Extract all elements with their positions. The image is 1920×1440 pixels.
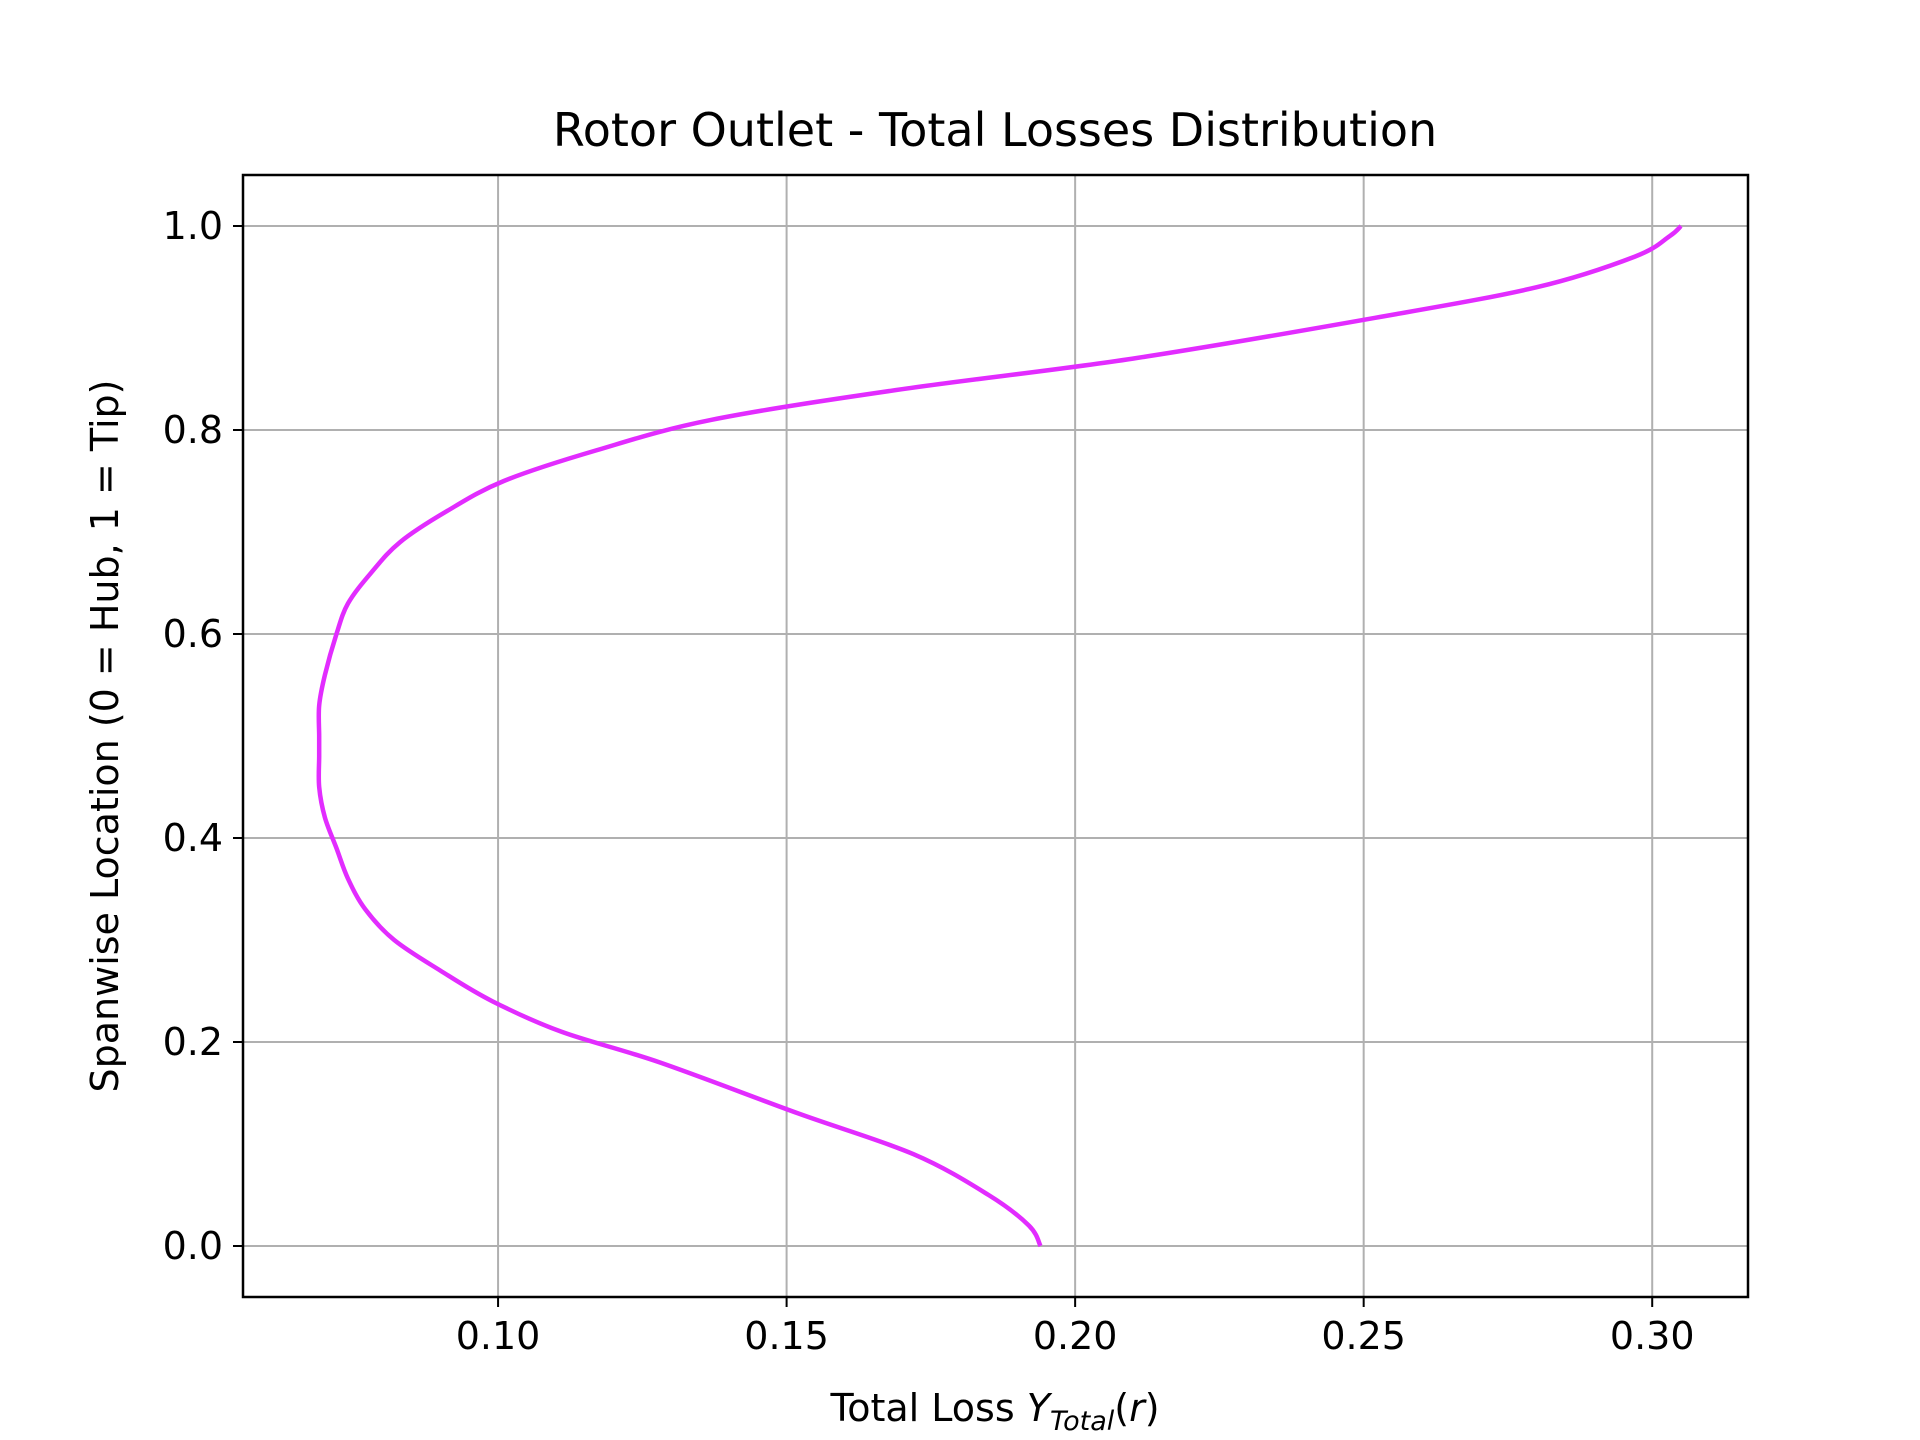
y-tick-label: 0.0 [163, 1224, 223, 1268]
y-tick-label: 0.4 [163, 816, 223, 860]
x-axis-label-subscript: Total [1050, 1406, 1115, 1437]
y-tick-label: 1.0 [163, 204, 223, 248]
x-tick-label: 0.25 [1321, 1314, 1406, 1358]
y-tick-label: 0.6 [163, 612, 223, 656]
x-axis-label: Total Loss YTotal(r) [829, 1386, 1159, 1437]
chart-title: Rotor Outlet - Total Losses Distribution [553, 103, 1437, 157]
x-axis-label-open: ( [1114, 1386, 1129, 1430]
grid [243, 175, 1748, 1297]
y-axis-label: Spanwise Location (0 = Hub, 1 = Tip) [83, 380, 127, 1093]
x-tick-label: 0.15 [744, 1314, 829, 1358]
y-axis: 0.0 0.2 0.4 0.6 0.8 1.0 [163, 204, 243, 1268]
plot-frame [241, 173, 1750, 1299]
y-tick-label: 0.2 [163, 1020, 223, 1064]
x-axis-label-arg: r [1129, 1386, 1147, 1430]
series-line [316, 224, 1683, 1248]
y-tick-label: 0.8 [163, 408, 223, 452]
x-axis-label-close: ) [1145, 1386, 1160, 1430]
x-axis-label-symbol: Y [1027, 1386, 1053, 1430]
x-axis: 0.10 0.15 0.20 0.25 0.30 [456, 1297, 1695, 1358]
x-tick-label: 0.10 [456, 1314, 541, 1358]
x-tick-label: 0.20 [1033, 1314, 1118, 1358]
series-layer [316, 224, 1683, 1248]
x-axis-label-prefix: Total Loss [829, 1386, 1026, 1430]
x-tick-label: 0.30 [1610, 1314, 1695, 1358]
